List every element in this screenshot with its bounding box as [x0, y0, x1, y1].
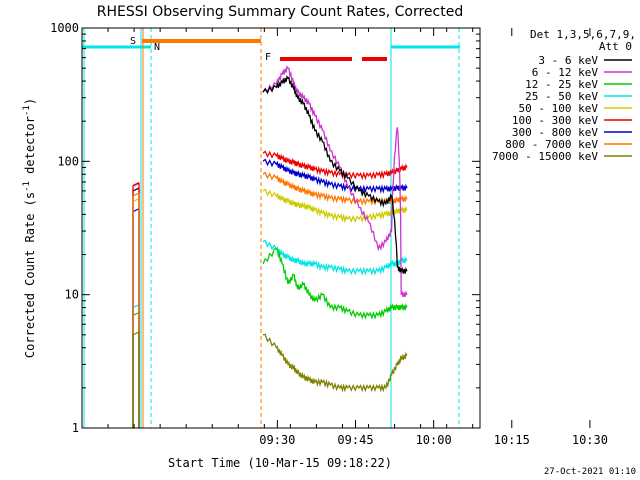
spike-top-4	[132, 198, 140, 203]
legend-label-6: 300 - 800 keV	[512, 126, 598, 139]
legend-label-1: 6 - 12 keV	[532, 66, 599, 79]
y-tick-label: 10	[65, 288, 79, 302]
spike-top-7	[132, 192, 140, 197]
y-axis-label: Corrected Count Rate (s-1 detector-1)	[22, 98, 37, 358]
flag-n-label: N	[154, 42, 160, 53]
observing-flags: S N F	[82, 36, 460, 63]
spike-top-0	[132, 187, 140, 192]
spike-top-1	[132, 182, 140, 187]
series-line-1	[262, 65, 408, 298]
y-tick-label: 1	[72, 421, 79, 435]
plot-frame	[81, 27, 481, 429]
legend-label-2: 12 - 25 keV	[525, 78, 598, 91]
flag-s-label: S	[130, 36, 136, 47]
y-axis-ticks: 1 10 100 1000	[50, 21, 480, 435]
legend-label-7: 800 - 7000 keV	[505, 138, 598, 151]
x-tick-label: 09:45	[337, 433, 373, 447]
y-tick-label: 1000	[50, 21, 79, 35]
series-line-4	[262, 188, 408, 224]
series-line-3	[262, 239, 408, 276]
legend-attenuator: Att 0	[599, 40, 632, 53]
x-axis-label: Start Time (10-Mar-15 09:18:22)	[168, 456, 392, 470]
series-lines	[132, 65, 408, 428]
y-tick-label: 100	[57, 154, 79, 168]
series-line-5	[262, 150, 408, 181]
x-tick-label: 10:30	[572, 433, 608, 447]
legend-label-3: 25 - 50 keV	[525, 90, 598, 103]
series-line-0	[262, 75, 408, 274]
series-line-7	[262, 171, 408, 207]
spike-top-2	[132, 311, 140, 316]
series-line-6	[262, 158, 408, 194]
x-tick-label: 09:30	[259, 433, 295, 447]
legend-label-5: 100 - 300 keV	[512, 114, 598, 127]
legend-label-0: 3 - 6 keV	[538, 54, 598, 67]
flag-f-label: F	[265, 52, 271, 63]
spike-top-5	[132, 182, 140, 186]
x-tick-label: 10:00	[416, 433, 452, 447]
spike-top-3	[132, 304, 140, 309]
legend-label-4: 50 - 100 keV	[519, 102, 599, 115]
x-tick-label: 10:15	[494, 433, 530, 447]
series-line-8	[262, 333, 408, 393]
spike-top-8	[132, 331, 140, 336]
spike-top-6	[132, 208, 140, 213]
state-transition-lines	[83, 28, 460, 428]
series-line-2	[262, 248, 408, 320]
legend-detectors: Det 1,3,5,6,7,9,	[530, 28, 636, 41]
chart-title: RHESSI Observing Summary Count Rates, Co…	[97, 4, 463, 20]
timestamp: 27-Oct-2021 01:10	[544, 467, 636, 477]
legend-label-8: 7000 - 15000 keV	[492, 150, 598, 163]
